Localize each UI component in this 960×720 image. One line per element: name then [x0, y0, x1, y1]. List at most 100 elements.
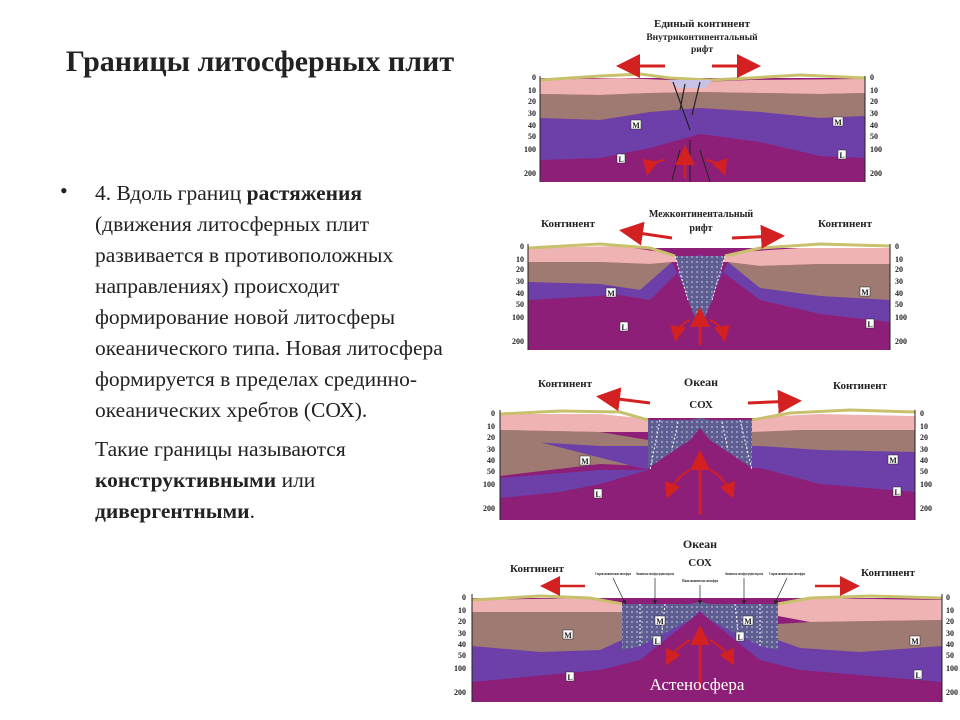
depth-scale-right: 0 10 20 30 40 50 100 200 [920, 409, 932, 513]
svg-text:40: 40 [870, 121, 878, 130]
svg-text:40: 40 [528, 121, 536, 130]
flow-arrow-left [665, 469, 691, 499]
svg-text:200: 200 [483, 504, 495, 513]
svg-text:20: 20 [458, 617, 466, 626]
lithosphere-mark: L [839, 151, 844, 160]
depth-scale-left: 0 10 20 30 40 50 100 200 [512, 242, 524, 346]
label-continent-right: Континент [818, 218, 873, 230]
paragraph-divergence: 4. Вдоль границ растяжения (движения лит… [95, 178, 460, 426]
moho-mark: M [607, 289, 615, 298]
label-rift: рифт [691, 44, 713, 55]
lithosphere-mark: L [595, 490, 600, 499]
moho-mark: M [744, 617, 752, 626]
svg-text:40: 40 [516, 289, 524, 298]
svg-text:30: 30 [895, 277, 903, 286]
para2-middle: или [276, 468, 316, 492]
svg-text:20: 20 [895, 265, 903, 274]
depth-scale-right: 0 10 20 30 40 50 100 200 [946, 593, 958, 697]
label-asthenosphere: Астеносфера [650, 675, 745, 694]
divergence-arrow-left [619, 221, 673, 246]
para1-emphasis: растяжения [246, 181, 363, 205]
svg-text:30: 30 [870, 109, 878, 118]
depth-scale-left: 0 10 20 30 40 50 100 200 [483, 409, 495, 513]
svg-text:40: 40 [946, 640, 954, 649]
svg-text:10: 10 [920, 422, 928, 431]
para1-prefix: 4. Вдоль границ [95, 181, 247, 205]
label-continent-right: Континент [861, 567, 916, 579]
diagram-stage-ocean-basin: Континент Океан СОХ Континент Старая оке… [454, 537, 958, 702]
divergence-arrow-left [596, 387, 651, 412]
svg-text:10: 10 [458, 606, 466, 615]
svg-text:200: 200 [870, 169, 882, 178]
svg-text:200: 200 [920, 504, 932, 513]
surface-line [539, 72, 866, 82]
oceanic-crust [648, 418, 752, 468]
moho-mark: M [581, 457, 589, 466]
label-continent-right: Континент [833, 380, 888, 392]
svg-text:30: 30 [487, 445, 495, 454]
moho-mark: M [861, 288, 869, 297]
label-continent-left: Континент [538, 378, 593, 390]
svg-text:200: 200 [454, 688, 466, 697]
label-young-lithosphere: Юная океаническая литосфера [682, 578, 718, 583]
flow-arrow-right [709, 319, 731, 342]
label-old-oceanic-lithosphere: Старая океаническая литосфера [769, 571, 805, 576]
svg-text:10: 10 [487, 422, 495, 431]
svg-text:0: 0 [895, 242, 899, 251]
surface-line [471, 594, 943, 606]
svg-text:50: 50 [870, 132, 878, 141]
moho-mark: M [911, 637, 919, 646]
svg-text:50: 50 [946, 651, 954, 660]
mantle-lithosphere-layer [500, 432, 648, 498]
flow-arrow-right [705, 157, 727, 176]
svg-text:0: 0 [532, 73, 536, 82]
rift-ocean-crust [675, 256, 725, 330]
svg-text:10: 10 [870, 86, 878, 95]
svg-text:40: 40 [458, 640, 466, 649]
svg-text:100: 100 [946, 664, 958, 673]
svg-text:100: 100 [512, 313, 524, 322]
svg-text:200: 200 [512, 337, 524, 346]
svg-text:50: 50 [516, 300, 524, 309]
para2-suffix: . [249, 499, 255, 523]
svg-text:0: 0 [520, 242, 524, 251]
depth-scale-left: 0 10 20 30 40 50 100 200 [524, 73, 536, 178]
label-rift: рифт [689, 223, 712, 234]
term-constructive: конструктивными [95, 468, 277, 492]
label-ocean: Океан [684, 375, 718, 389]
svg-text:100: 100 [524, 145, 536, 154]
middle-crust-layer [752, 430, 915, 452]
svg-text:20: 20 [487, 433, 495, 442]
diagram-stage-intracontinental-rift: Единый континент Внутриконтинентальный р… [524, 18, 882, 183]
label-mid-ocean-ridge: СОХ [688, 557, 712, 569]
svg-text:50: 50 [920, 467, 928, 476]
svg-text:40: 40 [487, 456, 495, 465]
surface-line [527, 242, 891, 258]
svg-text:100: 100 [870, 145, 882, 154]
lithosphere-mark: L [894, 488, 899, 497]
upper-crust-layer [500, 414, 648, 432]
svg-text:20: 20 [946, 617, 954, 626]
flow-arrow-left [669, 319, 691, 342]
slide-title: Границы литосферных плит [65, 45, 455, 78]
svg-text:10: 10 [946, 606, 954, 615]
svg-text:30: 30 [920, 445, 928, 454]
svg-text:0: 0 [946, 593, 950, 602]
label-old-oceanic-lithosphere: Старая океаническая литосфера [595, 571, 631, 576]
label-intracontinental: Внутриконтинентальный [646, 32, 758, 43]
upper-crust-layer [472, 598, 622, 612]
depth-scale-right: 0 10 20 30 40 50 100 200 [870, 73, 882, 178]
paragraph-boundary-types: Такие границы называются конструктивными… [95, 434, 460, 527]
label-continent-left: Континент [541, 218, 596, 230]
label-intercontinental: Межконтинентальный [649, 209, 754, 220]
svg-text:40: 40 [920, 456, 928, 465]
term-divergent: дивергентными [95, 499, 250, 523]
flow-arrow-right [709, 469, 735, 499]
middle-crust-layer [472, 620, 622, 652]
lithosphere-mark: L [567, 673, 572, 682]
lithosphere-mark: L [654, 637, 659, 646]
svg-text:20: 20 [920, 433, 928, 442]
flow-arrow-left [642, 158, 665, 176]
lithosphere-mark: L [737, 633, 742, 642]
para2-prefix: Такие границы называются [95, 437, 346, 461]
